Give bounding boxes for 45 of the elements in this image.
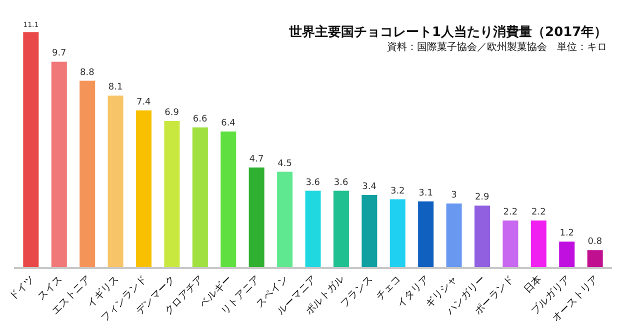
data-label: 2.2 <box>531 207 546 218</box>
x-tick-label: 日本 <box>522 273 544 296</box>
bar <box>164 120 180 267</box>
bar <box>474 206 490 267</box>
data-label: 3.2 <box>390 186 405 196</box>
data-label: 4.7 <box>249 154 264 165</box>
bar <box>192 127 208 267</box>
data-label: 3.4 <box>362 182 377 192</box>
data-label: 6.4 <box>221 118 236 129</box>
bar <box>80 80 96 267</box>
bar <box>23 32 39 267</box>
bar <box>530 220 546 267</box>
data-label: 9.7 <box>52 48 66 59</box>
data-label: 3.6 <box>334 178 348 188</box>
data-label: 3.1 <box>418 188 433 198</box>
data-label: 8.1 <box>108 82 123 93</box>
data-label: 3.6 <box>306 178 320 188</box>
data-label: 2.2 <box>503 207 518 218</box>
data-label: 2.9 <box>474 192 490 203</box>
bar <box>51 62 67 267</box>
bar <box>305 190 321 267</box>
bar <box>277 172 293 267</box>
bar <box>446 204 462 267</box>
bar <box>248 168 264 267</box>
data-label: 4.5 <box>278 158 292 169</box>
data-label: 6.9 <box>164 108 180 118</box>
data-label: 0.8 <box>588 237 602 248</box>
bar <box>362 195 378 267</box>
bar <box>220 132 236 267</box>
bar <box>136 110 152 267</box>
data-label: 1.2 <box>560 228 574 239</box>
data-label: 8.8 <box>80 68 95 78</box>
data-label: 7.4 <box>136 97 152 108</box>
bar <box>502 220 518 267</box>
chart-title: 世界主要国チョコレート1人当たり消費量（2017年） <box>288 24 608 40</box>
bar <box>418 201 434 267</box>
x-tick-label: ドイツ <box>8 274 37 303</box>
text: 資料：国際菓子協会／欧州製菓協会 単位：キロ <box>387 41 607 53</box>
data-label: 3 <box>451 190 457 201</box>
bar <box>108 96 124 267</box>
bar <box>587 250 603 267</box>
data-label: 6.6 <box>192 114 208 124</box>
bar <box>390 199 406 267</box>
bar <box>559 242 575 267</box>
bar <box>333 190 349 267</box>
